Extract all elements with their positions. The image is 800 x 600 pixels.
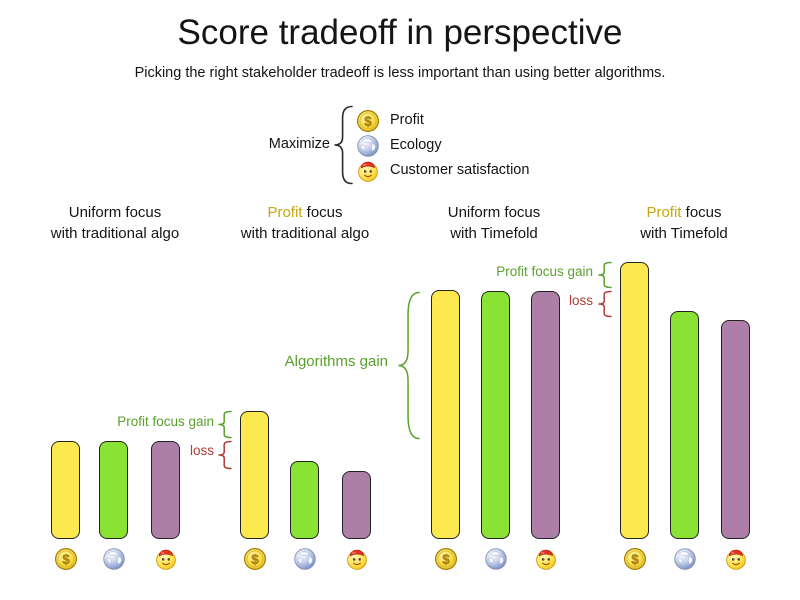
- money-icon: [623, 547, 647, 571]
- group-label-part: Uniform focus: [68, 204, 162, 221]
- bar-icon-holder: [534, 547, 558, 571]
- smiley-icon: [724, 547, 748, 571]
- group-label-line1: Uniform focus: [15, 202, 215, 223]
- annotation-loss-brace: [217, 440, 232, 470]
- bar-customer-group1: [151, 441, 180, 539]
- legend-brace: [334, 105, 353, 185]
- group-label-part: Uniform focus: [447, 204, 541, 221]
- legend-item: [356, 159, 380, 183]
- annotation-gain-brace-icon: [598, 261, 612, 289]
- annotation-gain-brace: [217, 410, 232, 439]
- legend-item: [356, 109, 380, 133]
- globe-icon: [484, 547, 508, 571]
- annotation-loss-label: loss: [189, 443, 214, 459]
- legend-item-label: Ecology: [390, 137, 442, 153]
- group-label-line1: Profit focus: [205, 202, 405, 223]
- group-label: Profit focus with Timefold: [584, 202, 784, 244]
- annotation-gain-label: Algorithms gain: [284, 353, 388, 371]
- bar-ecology-group1: [99, 441, 128, 539]
- bar-icon-holder: [623, 547, 647, 571]
- legend-item-label: Profit: [390, 112, 424, 128]
- globe-icon: [673, 547, 697, 571]
- bar-profit-group1: [51, 441, 80, 539]
- bar-icon-holder: [54, 547, 78, 571]
- group-label-line1: Uniform focus: [394, 202, 594, 223]
- globe-icon: [293, 547, 317, 571]
- group-label-part: focus: [681, 204, 722, 221]
- bar-icon-holder: [673, 547, 697, 571]
- group-label-part: Profit: [646, 204, 682, 221]
- bar-ecology-group4: [670, 311, 699, 539]
- group-label-part: Profit: [267, 204, 303, 221]
- page-subtitle: Picking the right stakeholder tradeoff i…: [134, 65, 666, 81]
- annotation-loss-brace-icon: [218, 440, 232, 470]
- bar-icon-holder: [243, 547, 267, 571]
- bar-profit-group4: [620, 262, 649, 539]
- smiley-icon: [534, 547, 558, 571]
- bar-ecology-group3: [481, 291, 510, 539]
- bar-profit-group2: [240, 411, 269, 539]
- bar-icon-holder: [724, 547, 748, 571]
- group-label-line1: Profit focus: [584, 202, 784, 223]
- money-icon: [356, 109, 380, 133]
- legend-label: Maximize: [268, 136, 330, 152]
- annotation-loss-label: loss: [568, 293, 593, 309]
- group-label: Uniform focus with Timefold: [394, 202, 594, 244]
- smiley-icon: [356, 159, 380, 183]
- smiley-icon: [345, 547, 369, 571]
- money-icon: [54, 547, 78, 571]
- annotation-gain-label: Profit focus gain: [117, 414, 214, 430]
- annotation-gain-brace-icon: [218, 410, 232, 439]
- money-icon: [243, 547, 267, 571]
- globe-icon: [102, 547, 126, 571]
- group-label-line2: with traditional algo: [50, 225, 180, 242]
- bar-profit-group3: [431, 290, 460, 539]
- legend-item-label: Customer satisfaction: [390, 162, 530, 178]
- group-label: Uniform focus with traditional algo: [15, 202, 215, 244]
- bar-customer-group4: [721, 320, 750, 539]
- annotation-gain-brace: [597, 261, 612, 289]
- group-label-part: focus: [302, 204, 343, 221]
- bar-icon-holder: [345, 547, 369, 571]
- group-label-line2: with traditional algo: [240, 225, 370, 242]
- bar-icon-holder: [484, 547, 508, 571]
- smiley-icon: [154, 547, 178, 571]
- bar-customer-group3: [531, 291, 560, 539]
- bar-icon-holder: [434, 547, 458, 571]
- bar-customer-group2: [342, 471, 371, 539]
- bar-icon-holder: [293, 547, 317, 571]
- annotation-loss-brace-icon: [598, 290, 612, 318]
- bar-ecology-group2: [290, 461, 319, 539]
- annotation-loss-brace: [597, 290, 612, 318]
- group-label: Profit focus with traditional algo: [205, 202, 405, 244]
- legend-item: [356, 134, 380, 158]
- money-icon: [434, 547, 458, 571]
- group-label-line2: with Timefold: [450, 225, 538, 242]
- globe-icon: [356, 134, 380, 158]
- bar-icon-holder: [154, 547, 178, 571]
- annotation-gain-label: Profit focus gain: [496, 264, 593, 280]
- annotation-gain-brace-icon: [398, 291, 420, 440]
- group-label-line2: with Timefold: [640, 225, 728, 242]
- bar-icon-holder: [102, 547, 126, 571]
- legend-brace-icon: [333, 105, 353, 185]
- page-title: Score tradeoff in perspective: [177, 13, 623, 52]
- annotation-gain-brace: [397, 291, 420, 440]
